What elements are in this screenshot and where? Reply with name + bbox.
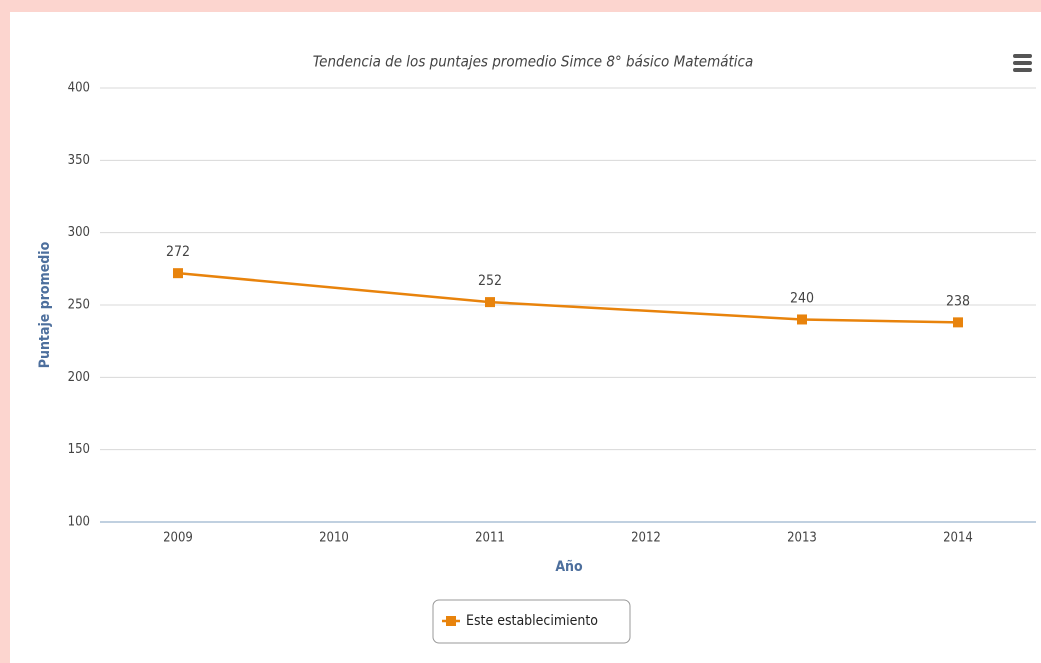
data-label: 252 — [478, 273, 502, 289]
chart-title: Tendencia de los puntajes promedio Simce… — [313, 53, 754, 71]
y-tick-label: 350 — [68, 153, 90, 168]
menu-bar[interactable] — [1013, 68, 1032, 72]
data-point — [173, 268, 183, 279]
data-point — [953, 317, 963, 328]
chart-background — [10, 12, 1041, 663]
data-label: 238 — [946, 293, 970, 309]
x-tick-label: 2010 — [319, 531, 349, 546]
y-tick-label: 400 — [68, 81, 90, 96]
y-tick-label: 300 — [68, 225, 90, 240]
y-tick-label: 100 — [68, 515, 90, 530]
menu-button[interactable] — [1013, 54, 1032, 72]
menu-bar[interactable] — [1013, 61, 1032, 65]
y-tick-label: 150 — [68, 442, 90, 457]
legend-box[interactable] — [432, 599, 631, 644]
data-point — [797, 314, 807, 325]
x-tick-label: 2009 — [163, 531, 193, 546]
y-tick-label: 200 — [68, 370, 90, 385]
legend[interactable]: Este establecimiento — [432, 599, 631, 644]
menu-bar[interactable] — [1013, 54, 1032, 58]
series-line — [177, 271, 959, 324]
x-tick-label: 2011 — [475, 531, 505, 546]
data-point — [485, 297, 495, 308]
x-tick-label: 2012 — [631, 531, 661, 546]
y-axis-label: Puntaje promedio — [37, 241, 53, 368]
legend-marker — [446, 616, 456, 626]
legend-label: Este establecimiento — [466, 613, 598, 629]
x-tick-label: 2014 — [943, 531, 973, 546]
data-label: 240 — [790, 290, 814, 306]
data-label: 272 — [166, 244, 190, 260]
x-axis-label: Año — [555, 559, 583, 575]
y-tick-label: 250 — [68, 298, 90, 313]
x-tick-label: 2013 — [787, 531, 817, 546]
